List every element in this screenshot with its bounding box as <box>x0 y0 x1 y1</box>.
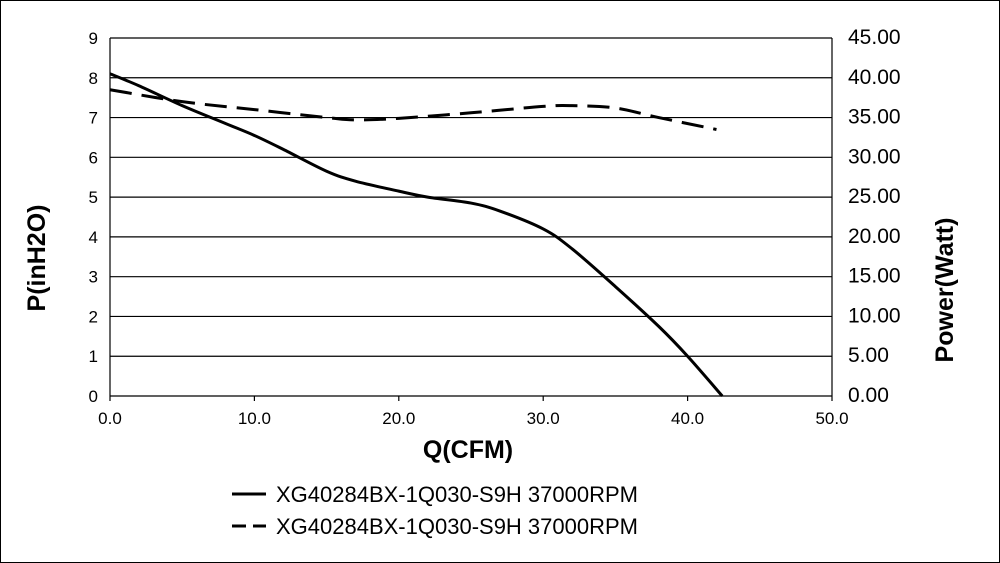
y2-tick-label-9: 45.00 <box>848 26 901 49</box>
y2-tick-label-5: 25.00 <box>848 185 901 208</box>
y2-tick-label-7: 35.00 <box>848 106 901 129</box>
x-tick-label-4: 40.0 <box>671 409 704 428</box>
y2-tick-label-3: 15.00 <box>848 265 901 288</box>
y-tick-label-3: 3 <box>89 268 98 287</box>
y-axis-title: P(inH2O) <box>23 205 51 312</box>
y-tick-label-7: 7 <box>89 109 98 128</box>
x-tick-label-3: 30.0 <box>527 409 560 428</box>
y-tick-label-8: 8 <box>89 69 98 88</box>
legend-label-solid: XG40284BX-1Q030-S9H 37000RPM <box>276 482 638 507</box>
y-tick-label-9: 9 <box>89 29 98 48</box>
series-lines <box>109 72 724 397</box>
y-tick-labels: 0 1 2 3 4 5 6 7 8 9 <box>89 29 98 406</box>
y2-axis-title: Power(Watt) <box>931 218 959 363</box>
legend: XG40284BX-1Q030-S9H 37000RPM XG40284BX-1… <box>232 482 638 539</box>
pressure-curve-line <box>109 72 724 397</box>
y2-tick-label-1: 5.00 <box>848 344 889 367</box>
y-tick-label-2: 2 <box>89 307 98 326</box>
x-tick-label-0: 0.0 <box>98 409 122 428</box>
y2-tick-label-8: 40.00 <box>848 66 901 89</box>
y-tick-label-1: 1 <box>89 347 98 366</box>
y2-tick-label-2: 10.00 <box>848 304 901 327</box>
x-tick-label-2: 20.0 <box>382 409 415 428</box>
y-tick-label-5: 5 <box>89 188 98 207</box>
x-tick-labels: 0.0 10.0 20.0 30.0 40.0 50.0 <box>98 396 849 428</box>
y2-tick-label-0: 0.00 <box>848 384 889 407</box>
power-curve-line <box>109 88 717 131</box>
x-axis-title: Q(CFM) <box>423 436 513 464</box>
y-tick-label-6: 6 <box>89 148 98 167</box>
y-tick-label-4: 4 <box>89 228 98 247</box>
x-tick-label-1: 10.0 <box>238 409 271 428</box>
gridlines <box>109 37 833 397</box>
y2-tick-label-6: 30.00 <box>848 145 901 168</box>
y-tick-label-0: 0 <box>89 387 98 406</box>
y2-tick-labels: 0.00 5.00 10.00 15.00 20.00 25.00 30.00 35.00 40… <box>848 26 901 407</box>
x-tick-label-5: 50.0 <box>815 409 848 428</box>
y2-tick-label-4: 20.00 <box>848 225 901 248</box>
legend-label-dashed: XG40284BX-1Q030-S9H 37000RPM <box>276 514 638 539</box>
